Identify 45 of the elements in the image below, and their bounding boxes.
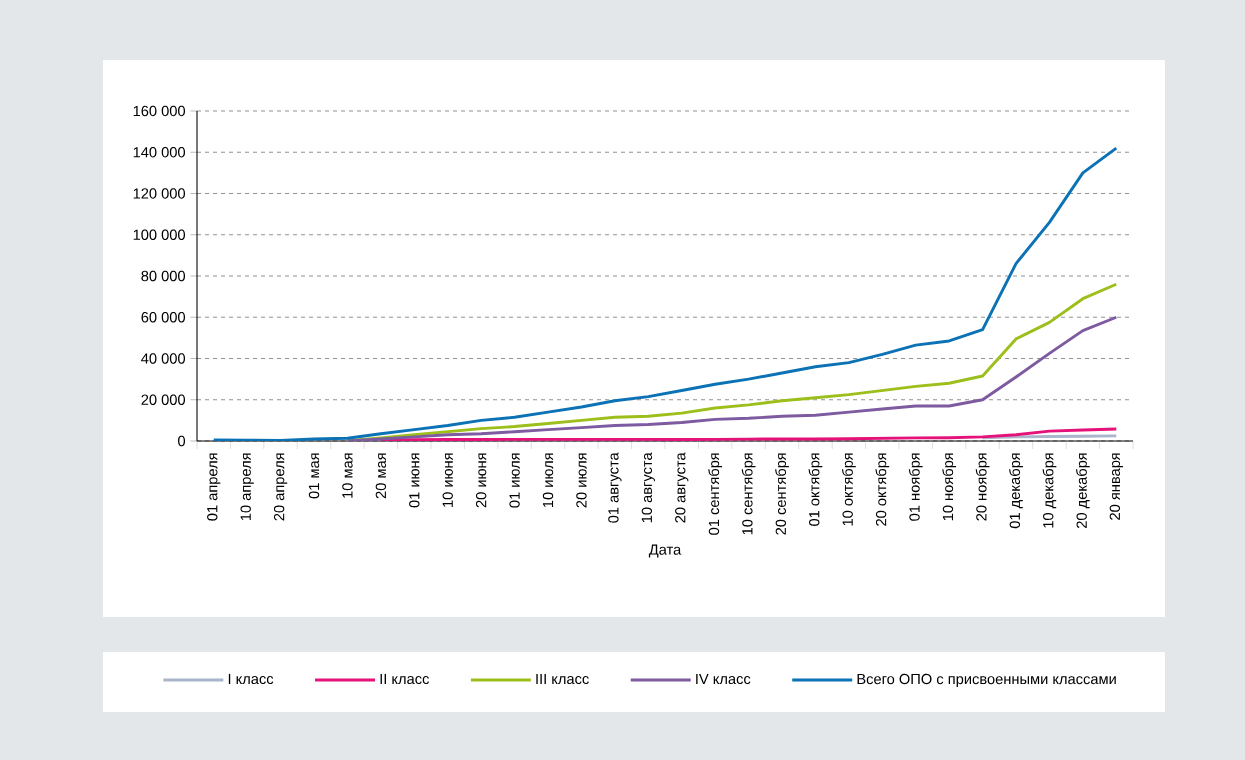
- x-tick-label: 01 мая: [308, 453, 320, 499]
- x-tick-label: 01 октября: [808, 453, 823, 526]
- legend-label: Всего ОПО с присвоенными классами: [857, 673, 1116, 688]
- x-tick-label: 01 августа: [608, 452, 622, 523]
- x-tick-label: 10 августа: [641, 452, 655, 523]
- x-tick-label: 01 сентября: [708, 453, 723, 535]
- y-tick-label: 120 000: [133, 188, 186, 199]
- legend-label: I класс: [228, 673, 274, 685]
- legend-label: II класс: [380, 673, 429, 685]
- x-tick-label: 10 апреля: [240, 453, 254, 521]
- y-tick-label: 40 000: [141, 353, 186, 364]
- x-tick-label: 10 мая: [342, 453, 353, 498]
- x-tick-label: 20 августа: [675, 452, 689, 523]
- y-tick-label: 100 000: [133, 229, 186, 240]
- y-tick-label: 20 000: [141, 394, 186, 405]
- x-tick-label: 20 октября: [875, 453, 890, 526]
- x-tick-label: 20 апреля: [273, 453, 288, 521]
- x-tick-label: 01 апреля: [207, 453, 221, 521]
- legend-label: IV класс: [696, 673, 751, 685]
- legend-label: III класс: [536, 673, 589, 685]
- x-tick-label: 10 декабря: [1042, 453, 1057, 528]
- line-series: [345, 315, 1118, 441]
- x-tick-label: 01 декабря: [1009, 453, 1023, 529]
- x-tick-label: 20 июня: [475, 453, 487, 508]
- y-tick-label: 160 000: [133, 105, 186, 117]
- x-tick-label: 20 декабря: [1075, 453, 1090, 528]
- x-tick-label: 20 января: [1109, 453, 1123, 520]
- x-axis-title: Дата: [648, 544, 682, 558]
- x-tick-label: 01 июня: [409, 453, 420, 508]
- x-tick-label: 01 ноября: [908, 453, 923, 521]
- y-tick-label: 80 000: [141, 270, 186, 282]
- x-tick-label: 20 ноября: [975, 453, 990, 521]
- x-tick-label: 20 сентября: [775, 453, 789, 535]
- x-tick-label: 10 июня: [442, 453, 453, 507]
- line-series: [212, 146, 1118, 441]
- x-tick-label: 10 июля: [542, 453, 554, 508]
- x-tick-label: 20 мая: [375, 453, 387, 499]
- x-tick-label: 01 июля: [509, 453, 520, 508]
- y-tick-label: 140 000: [133, 147, 186, 158]
- x-tick-label: 10 ноября: [942, 453, 957, 521]
- x-tick-label: 20 июля: [576, 453, 587, 508]
- x-tick-label: 10 октября: [841, 453, 856, 526]
- y-tick-label: 0: [178, 435, 186, 447]
- y-tick-label: 60 000: [141, 312, 186, 323]
- x-tick-label: 10 сентября: [741, 453, 756, 535]
